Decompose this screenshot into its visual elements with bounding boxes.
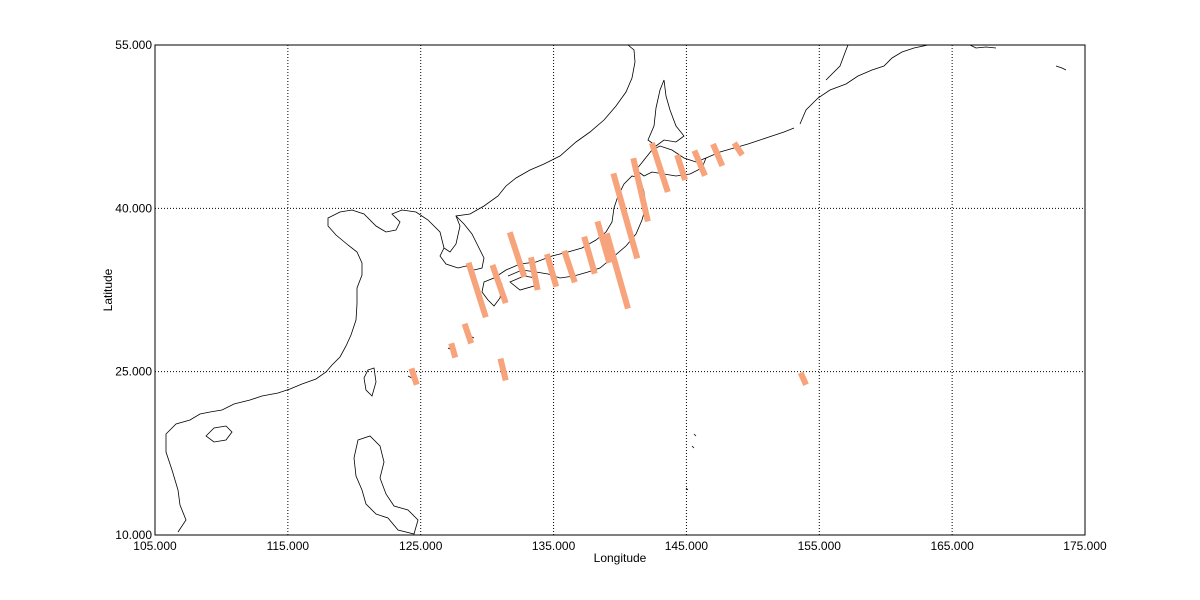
swath-segment <box>448 342 459 359</box>
x-tick-label: 175.000 <box>1063 539 1107 553</box>
coastline-kamchatka <box>799 44 929 125</box>
coastline-korea <box>439 215 485 271</box>
swath-segment <box>603 232 631 310</box>
coastline-kuril-chain <box>705 127 795 159</box>
swath-segment <box>528 256 541 291</box>
swath-segment <box>649 142 671 193</box>
swath-segment <box>731 141 745 157</box>
swath-segment <box>489 263 509 305</box>
x-tick-label: 135.000 <box>532 539 576 553</box>
y-axis-ticks: 10.000 25.000 40.000 55.000 <box>115 38 152 542</box>
coastline-bering <box>969 44 997 49</box>
y-tick-label: 25.000 <box>115 365 152 379</box>
x-tick-label: 145.000 <box>665 539 709 553</box>
y-axis-title: Latitude <box>101 268 115 311</box>
coastline-taiwan <box>363 367 377 397</box>
swath-segment <box>581 235 598 275</box>
x-axis-ticks: 105.000 115.000 125.000 135.000 145.000 155.0… <box>133 539 1107 553</box>
swath-segment <box>630 157 651 223</box>
coastline-hainan <box>205 425 233 443</box>
coastline-aleutian <box>1055 65 1067 71</box>
y-tick-label: 55.000 <box>115 38 152 52</box>
swath-segment <box>465 261 489 319</box>
x-tick-label: 115.000 <box>267 539 310 553</box>
swath-segment <box>408 367 420 386</box>
swath-segment <box>594 220 613 264</box>
swath-layer <box>408 141 809 386</box>
swath-segment <box>544 253 560 288</box>
swath-segment <box>497 357 509 382</box>
x-axis-title: Longitude <box>594 551 647 565</box>
swath-segment <box>506 231 528 278</box>
coastline-kamchatka-east <box>825 44 849 81</box>
x-tick-label: 105.000 <box>133 539 177 553</box>
swath-segment <box>610 172 641 260</box>
grid-lines <box>155 45 1085 535</box>
coastline-china-mainland <box>165 44 636 533</box>
plot-frame <box>154 44 1086 536</box>
swath-segment <box>461 322 475 345</box>
swath-segment <box>710 142 726 168</box>
y-tick-label: 40.000 <box>115 201 152 215</box>
coastline-bonin <box>685 433 697 491</box>
swath-segment <box>797 371 809 386</box>
x-tick-label: 125.000 <box>399 539 443 553</box>
x-tick-label: 165.000 <box>930 539 974 553</box>
y-tick-label: 10.000 <box>115 528 152 542</box>
x-tick-label: 155.000 <box>798 539 842 553</box>
swath-segment <box>674 154 688 181</box>
swath-segment <box>561 249 578 284</box>
coastline-sakhalin <box>647 79 685 147</box>
coastline-luzon <box>353 435 419 535</box>
swath-segment <box>691 149 708 177</box>
